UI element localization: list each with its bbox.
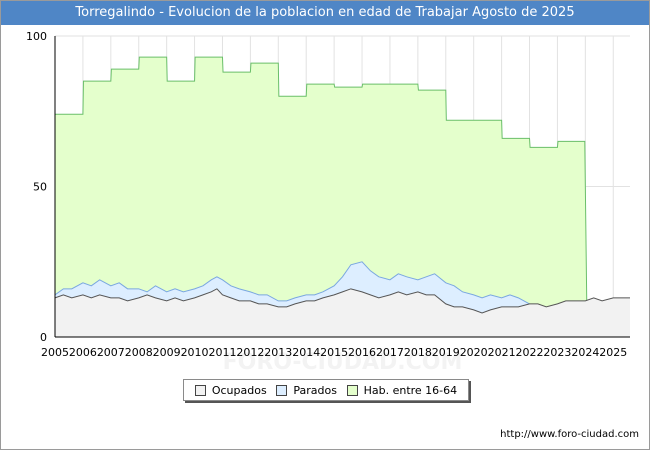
x-tick-label: 2006 xyxy=(69,346,97,359)
legend-swatch-hab xyxy=(346,384,358,396)
series-hab-line xyxy=(55,56,588,301)
series-hab-area xyxy=(55,57,587,337)
x-tick-label: 2007 xyxy=(97,346,125,359)
source-url: http://www.foro-ciudad.com xyxy=(500,429,639,440)
series-parados-line xyxy=(54,261,530,305)
x-tick-label: 2025 xyxy=(599,346,627,359)
legend-item-hab: Hab. entre 16-64 xyxy=(346,383,458,397)
x-tick-label: 2021 xyxy=(488,346,516,359)
x-tick-label: 2005 xyxy=(41,346,69,359)
x-tick-label: 2022 xyxy=(516,346,544,359)
x-tick-label: 2023 xyxy=(543,346,571,359)
x-tick-label: 2017 xyxy=(376,346,404,359)
legend-label-parados: Parados xyxy=(293,383,337,397)
x-tick-label: 2011 xyxy=(208,346,236,359)
legend-swatch-parados xyxy=(276,384,288,396)
x-tick-label: 2010 xyxy=(181,346,209,359)
x-tick-label: 2019 xyxy=(432,346,460,359)
x-tick-label: 2018 xyxy=(404,346,432,359)
legend-label-hab: Hab. entre 16-64 xyxy=(363,383,458,397)
y-tick-label: 0 xyxy=(40,331,47,344)
series-ocupados-line xyxy=(54,288,630,314)
x-tick-label: 2009 xyxy=(153,346,181,359)
x-tick-label: 2020 xyxy=(460,346,488,359)
legend-label-ocupados: Ocupados xyxy=(211,383,267,397)
legend-item-ocupados: Ocupados xyxy=(194,383,267,397)
x-tick-label: 2013 xyxy=(264,346,292,359)
x-tick-label: 2015 xyxy=(320,346,348,359)
x-tick-label: 2008 xyxy=(125,346,153,359)
x-tick-label: 2024 xyxy=(571,346,599,359)
watermark-text: FORO-CIUDAD.COM xyxy=(223,350,463,375)
x-tick-label: 2012 xyxy=(236,346,264,359)
x-tick-label: 2014 xyxy=(292,346,320,359)
legend-swatch-ocupados xyxy=(194,384,206,396)
x-tick-label: 2016 xyxy=(348,346,376,359)
legend-item-parados: Parados xyxy=(276,384,337,397)
chart-legend: Ocupados Parados Hab. entre 16-64 xyxy=(183,379,469,401)
y-tick-label: 100 xyxy=(26,30,47,43)
y-tick-label: 50 xyxy=(33,181,47,194)
series-ocupados-area xyxy=(55,288,630,337)
chart-title: Torregalindo - Evolucion de la poblacion… xyxy=(1,1,649,25)
